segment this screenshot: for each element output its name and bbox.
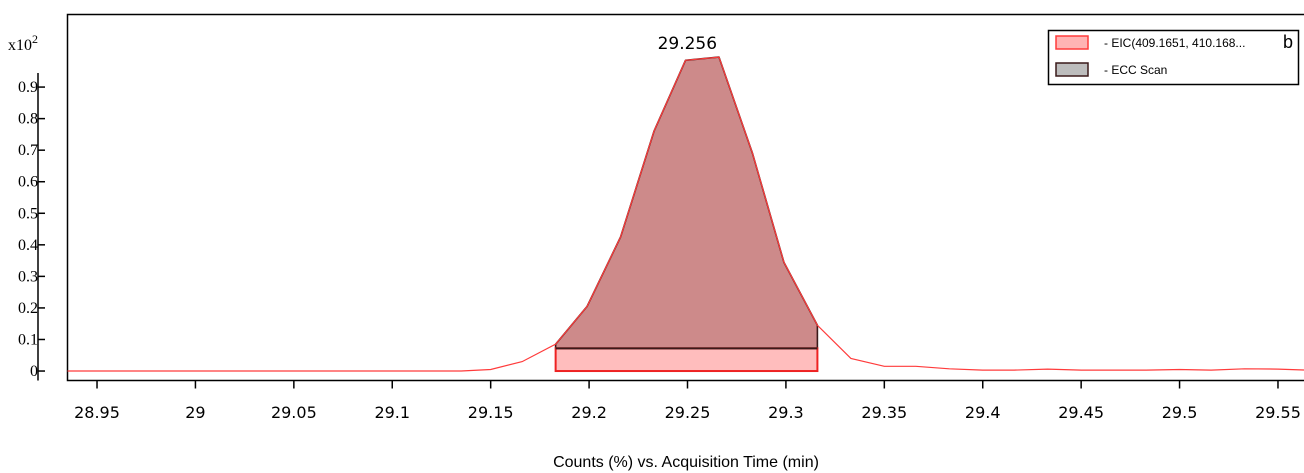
x-tick-label: 29.35 [861, 403, 907, 422]
x-tick-label: 29.55 [1255, 403, 1301, 422]
x-axis: 28.95 29 29.05 29.1 29.15 29.2 29.25 29.3 29.35 2… [74, 380, 1301, 422]
y-tick-label: 0.8 [18, 111, 38, 128]
x-tick-label: 29 [185, 403, 205, 422]
y-tick-label: 0 [30, 363, 38, 380]
legend-box [1047, 29, 1300, 86]
x-tick-label: 29.45 [1058, 403, 1104, 422]
eic-trace-line [67, 56, 1304, 372]
y-multiplier-exponent: 2 [32, 32, 38, 46]
x-tick-label: 29.2 [571, 403, 607, 422]
y-tick-label: 0.2 [18, 300, 38, 317]
x-axis-title: Counts (%) vs. Acquisition Time (min) [553, 454, 819, 471]
integrated-peak-area [554, 56, 819, 350]
plot-area: 29.256 [67, 34, 1304, 373]
y-axis: 0 0.1 0.2 0.3 0.4 0.5 0.6 0.7 0.8 0.9 [18, 73, 45, 381]
y-tick-label: 0.7 [18, 142, 38, 159]
legend-label-ecc-scan: - ECC Scan [1104, 63, 1167, 77]
baseline-fill [555, 348, 818, 372]
y-axis-multiplier: x102 [8, 32, 38, 54]
x-tick-label: 29.3 [768, 403, 804, 422]
legend-swatch-ecc-scan [1055, 62, 1089, 77]
legend: - EIC(409.1651, 410.168... - ECC Scan [1047, 29, 1300, 86]
y-tick-label: 0.6 [18, 174, 38, 191]
y-tick-label: 0.3 [18, 268, 38, 285]
legend-swatch-eic [1055, 35, 1089, 50]
y-tick-label: 0.9 [18, 79, 38, 96]
x-tick-label: 29.5 [1162, 403, 1198, 422]
y-tick-label: 0.4 [18, 237, 38, 254]
panel-label: b [1283, 32, 1293, 52]
x-tick-label: 28.95 [74, 403, 120, 422]
y-tick-label: 0.5 [18, 205, 38, 222]
x-tick-label: 29.1 [374, 403, 410, 422]
legend-label-eic: - EIC(409.1651, 410.168... [1104, 36, 1245, 50]
x-tick-label: 29.4 [965, 403, 1001, 422]
y-multiplier-base: x10 [8, 37, 32, 54]
y-tick-label: 0.1 [18, 331, 38, 348]
x-tick-label: 29.25 [665, 403, 711, 422]
x-tick-label: 29.05 [271, 403, 317, 422]
x-tick-label: 29.15 [468, 403, 514, 422]
peak-apex-label: 29.256 [658, 34, 717, 54]
